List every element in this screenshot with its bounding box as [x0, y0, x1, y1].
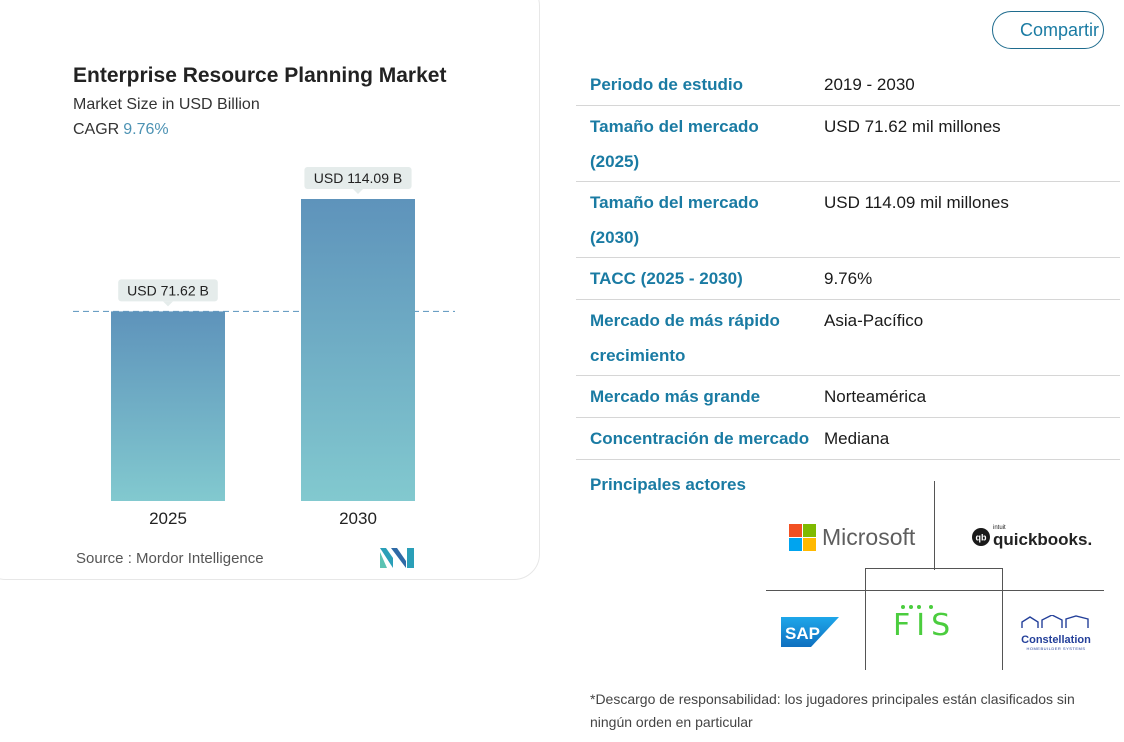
- cagr-value: 9.76%: [123, 121, 169, 138]
- chart-subtitle: Market Size in USD Billion: [73, 96, 260, 113]
- intuit-wordmark: intuit: [993, 525, 1006, 531]
- mordor-intelligence-logo-icon: [380, 548, 414, 568]
- svg-text:USD 114.09 B: USD 114.09 B: [314, 170, 402, 186]
- row-key: Mercado más grande: [590, 387, 761, 406]
- row-key: Tamaño del mercado (2025): [590, 117, 759, 171]
- quickbooks-logo: qb intuit quickbooks.: [972, 525, 1092, 548]
- market-info-table: Periodo de estudio 2019 - 2030 Tamaño de…: [576, 64, 1120, 460]
- row-value: 9.76%: [824, 269, 873, 288]
- share-button[interactable]: Compartir: [992, 11, 1104, 49]
- svg-text:qb: qb: [976, 532, 987, 542]
- row-key: TACC (2025 - 2030): [590, 269, 743, 288]
- quickbooks-wordmark: quickbooks.: [993, 530, 1093, 549]
- quickbooks-icon: qb: [972, 527, 990, 546]
- table-row: Tamaño del mercado (2030) USD 114.09 mil …: [576, 182, 1120, 258]
- constellation-subtitle: HOMEBUILDER SYSTEMS: [1026, 646, 1086, 651]
- bar-2030: [301, 199, 415, 501]
- row-value: Mediana: [824, 429, 890, 448]
- grid-divider: [1002, 568, 1003, 670]
- fis-logo: FIS: [893, 604, 967, 643]
- row-key: Periodo de estudio: [590, 75, 744, 94]
- cagr-label: CAGR: [73, 121, 120, 138]
- row-value: 2019 - 2030: [824, 75, 915, 94]
- microsoft-logo: Microsoft: [789, 524, 915, 551]
- key-players-label: Principales actores: [590, 475, 746, 494]
- chart-source: Source : Mordor Intelligence: [76, 550, 264, 567]
- chart-cagr: CAGR 9.76%: [73, 121, 169, 139]
- row-value: Asia-Pacífico: [824, 311, 924, 330]
- row-key: Tamaño del mercado (2030): [590, 193, 759, 247]
- data-label-2030: USD 114.09 B: [304, 167, 412, 194]
- grid-divider: [865, 568, 1003, 569]
- table-row: Concentración de mercado Mediana: [576, 418, 1120, 460]
- svg-text:SAP: SAP: [785, 624, 820, 643]
- row-value: USD 71.62 mil millones: [824, 117, 1001, 136]
- table-row: Mercado más grande Norteamérica: [576, 376, 1120, 418]
- row-value: Norteamérica: [824, 387, 927, 406]
- grid-divider: [865, 568, 866, 670]
- table-row: Mercado de más rápido crecimiento Asia-Pa…: [576, 300, 1120, 376]
- chart-card: [0, 0, 540, 580]
- chart-title: Enterprise Resource Planning Market: [73, 64, 447, 87]
- fis-logo-icon: FIS: [893, 605, 956, 643]
- data-label-2025: USD 71.62 B: [118, 279, 218, 307]
- grid-divider: [934, 481, 935, 570]
- bar-chart: USD 71.62 B 2025 USD 114.09 B 2030: [73, 167, 455, 528]
- constellation-houses-icon: [1021, 614, 1089, 628]
- constellation-wordmark: Constellation: [1021, 634, 1091, 646]
- table-row: Periodo de estudio 2019 - 2030: [576, 64, 1120, 106]
- grid-divider: [766, 590, 1104, 591]
- disclaimer-text: *Descargo de responsabilidad: los jugado…: [590, 691, 1075, 730]
- table-row: TACC (2025 - 2030) 9.76%: [576, 258, 1120, 300]
- sap-logo: SAP: [781, 617, 839, 652]
- svg-text:USD 71.62 B: USD 71.62 B: [127, 282, 209, 298]
- row-key: Concentración de mercado: [590, 429, 810, 448]
- row-key: Mercado de más rápido crecimiento: [590, 311, 780, 365]
- microsoft-windows-icon: [789, 524, 816, 551]
- bar-2025: [111, 311, 225, 501]
- sap-logo-icon: SAP: [781, 617, 839, 647]
- row-value: USD 114.09 mil millones: [824, 193, 1009, 212]
- microsoft-wordmark: Microsoft: [822, 524, 916, 550]
- table-row: Tamaño del mercado (2025) USD 71.62 mil m…: [576, 106, 1120, 182]
- svg-text:FIS: FIS: [893, 608, 956, 638]
- x-tick-label: 2025: [149, 509, 187, 528]
- constellation-logo: Constellation HOMEBUILDER SYSTEMS: [1020, 614, 1092, 651]
- x-tick-label: 2030: [339, 509, 377, 528]
